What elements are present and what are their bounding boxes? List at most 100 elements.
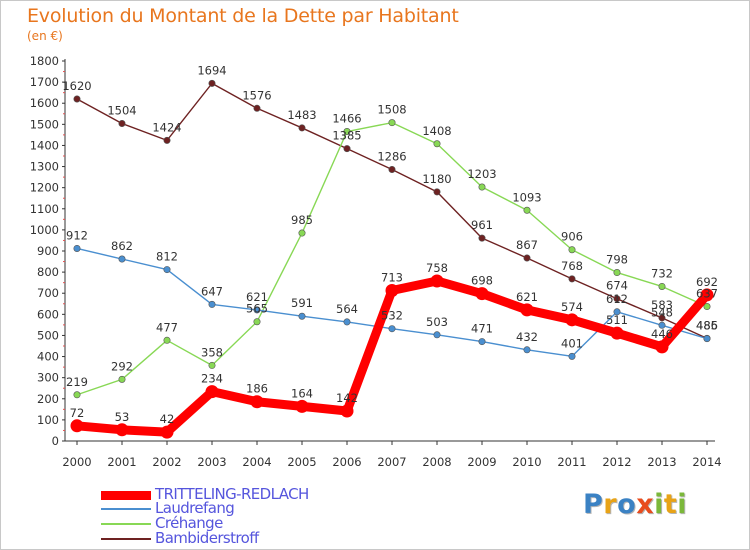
data-label: 637 xyxy=(696,287,718,301)
data-label: 548 xyxy=(651,305,673,319)
data-point xyxy=(433,188,441,196)
data-point xyxy=(295,399,309,413)
proxiti-logo: Proxiti xyxy=(583,489,688,520)
data-label: 72 xyxy=(70,406,85,420)
data-point xyxy=(478,183,486,191)
data-label: 42 xyxy=(160,412,175,426)
data-point xyxy=(613,308,621,316)
data-label: 621 xyxy=(246,290,268,304)
data-label: 53 xyxy=(115,410,130,424)
data-point xyxy=(655,340,669,354)
data-point xyxy=(298,124,306,132)
data-point xyxy=(478,234,486,242)
data-point xyxy=(343,145,351,153)
data-point xyxy=(208,79,216,87)
data-label: 692 xyxy=(696,275,718,289)
data-point xyxy=(658,282,666,290)
data-label: 401 xyxy=(561,336,583,350)
data-label: 186 xyxy=(246,382,268,396)
data-point xyxy=(163,136,171,144)
data-point xyxy=(658,314,666,322)
data-point xyxy=(340,404,354,418)
x-tick-label: 2014 xyxy=(692,455,721,469)
data-point xyxy=(385,283,399,297)
x-tick-label: 2011 xyxy=(557,455,586,469)
x-tick-label: 2007 xyxy=(377,455,406,469)
data-point xyxy=(118,375,126,383)
data-label: 1408 xyxy=(422,124,451,138)
series-cr-hange xyxy=(73,119,711,399)
data-point xyxy=(613,269,621,277)
y-tick-label: 200 xyxy=(37,392,59,406)
data-point xyxy=(703,303,711,311)
data-label: 798 xyxy=(606,253,628,267)
data-point xyxy=(703,335,711,343)
data-label: 1466 xyxy=(332,112,361,126)
y-tick-label: 1300 xyxy=(30,160,59,174)
data-point xyxy=(118,119,126,127)
legend-swatch xyxy=(101,490,151,500)
legend-swatch xyxy=(101,508,151,510)
data-point xyxy=(568,246,576,254)
data-point xyxy=(433,140,441,148)
data-point xyxy=(73,391,81,399)
data-point xyxy=(610,326,624,340)
data-label: 758 xyxy=(426,261,448,275)
data-point xyxy=(568,275,576,283)
data-label: 1620 xyxy=(62,79,91,93)
data-point xyxy=(160,425,174,439)
data-label: 358 xyxy=(201,345,223,359)
data-point xyxy=(73,244,81,252)
legend-swatch xyxy=(101,523,151,525)
legend-item: Bambiderstroff xyxy=(101,529,401,547)
data-label: 732 xyxy=(651,266,673,280)
legend-label: Bambiderstroff xyxy=(155,529,259,547)
series-tritteling-redlach xyxy=(70,274,714,439)
y-tick-label: 1000 xyxy=(30,223,59,237)
data-point xyxy=(388,325,396,333)
data-label: 574 xyxy=(561,300,583,314)
data-label: 985 xyxy=(291,213,313,227)
x-tick-label: 2004 xyxy=(242,455,271,469)
data-label: 768 xyxy=(561,259,583,273)
y-tick-label: 1500 xyxy=(30,117,59,131)
x-tick-label: 2002 xyxy=(152,455,181,469)
data-point xyxy=(298,312,306,320)
data-label: 432 xyxy=(516,330,538,344)
data-label: 713 xyxy=(381,270,403,284)
x-tick-label: 2003 xyxy=(197,455,226,469)
data-label: 164 xyxy=(291,386,313,400)
data-point xyxy=(523,206,531,214)
data-label: 511 xyxy=(606,313,628,327)
data-point xyxy=(70,419,84,433)
x-tick-label: 2012 xyxy=(602,455,631,469)
data-label: 812 xyxy=(156,250,178,264)
x-tick-label: 2009 xyxy=(467,455,496,469)
y-tick-label: 800 xyxy=(37,265,59,279)
data-label: 621 xyxy=(516,290,538,304)
legend-label: Laudrefang xyxy=(155,499,235,517)
legend-item: Laudrefang xyxy=(101,499,401,517)
data-label: 612 xyxy=(606,292,628,306)
data-label: 583 xyxy=(651,298,673,312)
data-label: 446 xyxy=(651,327,673,341)
data-point xyxy=(523,346,531,354)
data-label: 647 xyxy=(201,284,223,298)
chart-subtitle: (en €) xyxy=(27,29,63,43)
data-point xyxy=(520,303,534,317)
y-tick-label: 400 xyxy=(37,350,59,364)
data-point xyxy=(433,331,441,339)
data-point xyxy=(430,274,444,288)
data-label: 486 xyxy=(696,318,718,332)
data-point xyxy=(388,166,396,174)
data-point xyxy=(253,318,261,326)
data-label: 292 xyxy=(111,359,133,373)
data-point xyxy=(475,287,489,301)
data-label: 471 xyxy=(471,322,493,336)
data-point xyxy=(115,423,129,437)
y-tick-label: 1700 xyxy=(30,75,59,89)
x-tick-label: 2010 xyxy=(512,455,541,469)
data-label: 867 xyxy=(516,238,538,252)
data-point xyxy=(613,295,621,303)
